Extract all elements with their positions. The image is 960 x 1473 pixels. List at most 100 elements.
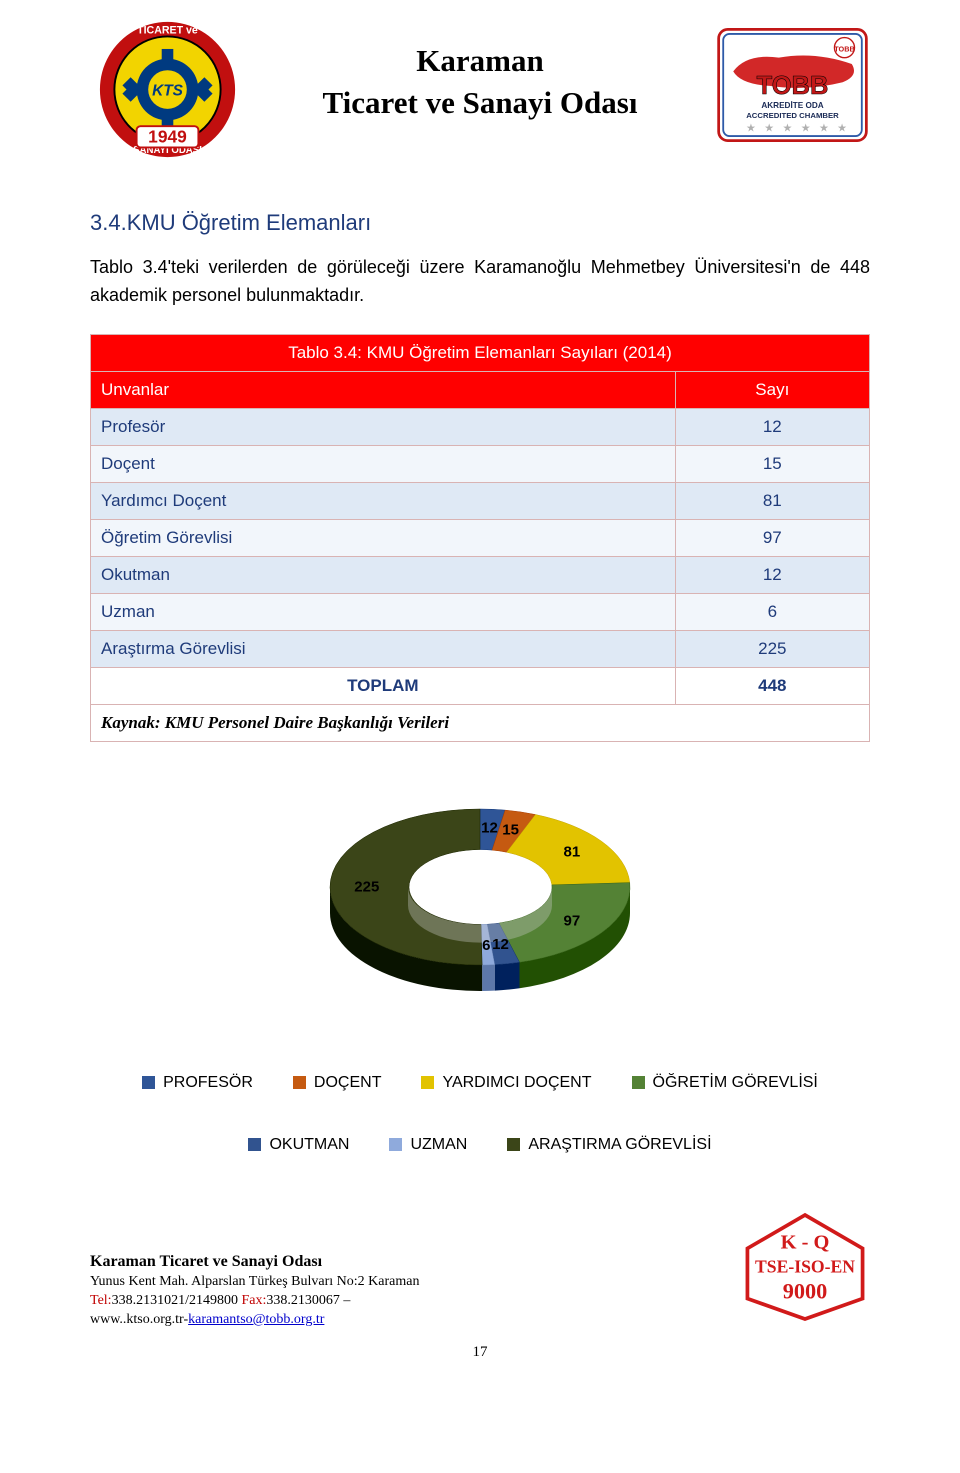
footer-address-block: Karaman Ticaret ve Sanayi Odası Yunus Ke…	[90, 1251, 419, 1329]
legend-swatch	[389, 1138, 402, 1151]
staff-table: Tablo 3.4: KMU Öğretim Elemanları Sayıla…	[90, 334, 870, 742]
chart-value-label: 12	[481, 819, 498, 836]
svg-text:TİCARET ve: TİCARET ve	[137, 24, 198, 37]
row-label: Uzman	[91, 593, 676, 630]
footer-phone-line: Tel:338.2131021/2149800 Fax:338.2130067 …	[90, 1292, 419, 1311]
legend-label: OKUTMAN	[269, 1129, 349, 1161]
total-value: 448	[675, 667, 869, 704]
legend-item: PROFESÖR	[142, 1067, 253, 1099]
document-title: Karaman Ticaret ve Sanayi Odası	[245, 20, 715, 124]
col-header-count: Sayı	[675, 371, 869, 408]
table-total-row: TOPLAM 448	[91, 667, 870, 704]
chart-legend: PROFESÖR DOÇENT YARDIMCI DOÇENT ÖĞRETİM GÖR…	[90, 1067, 870, 1161]
chart-value-label: 12	[492, 936, 509, 953]
legend-label: YARDIMCI DOÇENT	[442, 1067, 591, 1099]
legend-label: DOÇENT	[314, 1067, 382, 1099]
row-label: Profesör	[91, 408, 676, 445]
svg-text:KTS: KTS	[152, 82, 184, 99]
svg-text:9000: 9000	[783, 1278, 828, 1303]
table-row: Doçent15	[91, 445, 870, 482]
svg-text:AKREDİTE ODA: AKREDİTE ODA	[761, 100, 823, 110]
legend-item: YARDIMCI DOÇENT	[421, 1067, 591, 1099]
ktso-logo: KTS TİCARET ve SANAYİ ODASI 1949	[90, 20, 245, 160]
row-value: 225	[675, 630, 869, 667]
legend-item: OKUTMAN	[248, 1129, 349, 1161]
row-value: 12	[675, 408, 869, 445]
footer-address: Yunus Kent Mah. Alparslan Türkeş Bulvarı…	[90, 1273, 419, 1292]
row-label: Öğretim Görevlisi	[91, 519, 676, 556]
legend-swatch	[142, 1076, 155, 1089]
table-source: Kaynak: KMU Personel Daire Başkanlığı Ve…	[91, 704, 870, 741]
total-label: TOPLAM	[91, 667, 676, 704]
table-caption: Tablo 3.4: KMU Öğretim Elemanları Sayıla…	[91, 334, 870, 371]
legend-swatch	[293, 1076, 306, 1089]
donut-chart: 12158197126225	[90, 772, 870, 1037]
fax-label: Fax:	[241, 1293, 266, 1308]
table-row: Okutman12	[91, 556, 870, 593]
row-value: 15	[675, 445, 869, 482]
row-label: Araştırma Görevlisi	[91, 630, 676, 667]
tse-stamp: K - Q TSE-ISO-EN 9000	[740, 1211, 870, 1330]
chart-value-label: 225	[354, 878, 379, 895]
table-row: Araştırma Görevlisi225	[91, 630, 870, 667]
tel-label: Tel:	[90, 1293, 112, 1308]
title-line1: Karaman	[245, 40, 715, 82]
svg-text:1949: 1949	[148, 127, 187, 147]
chart-value-label: 81	[564, 843, 581, 860]
footer-org: Karaman Ticaret ve Sanayi Odası	[90, 1251, 419, 1273]
table-header-row: Unvanlar Sayı	[91, 371, 870, 408]
row-label: Yardımcı Doçent	[91, 482, 676, 519]
table-row: Profesör12	[91, 408, 870, 445]
row-label: Okutman	[91, 556, 676, 593]
legend-label: ARAŞTIRMA GÖREVLİSİ	[528, 1129, 711, 1161]
legend-label: UZMAN	[410, 1129, 467, 1161]
row-value: 97	[675, 519, 869, 556]
chart-value-label: 6	[482, 937, 490, 954]
legend-swatch	[421, 1076, 434, 1089]
section-paragraph: Tablo 3.4'teki verilerden de görüleceği …	[90, 254, 870, 310]
page-number: 17	[90, 1344, 870, 1361]
legend-item: ARAŞTIRMA GÖREVLİSİ	[507, 1129, 711, 1161]
svg-text:TOBB: TOBB	[757, 72, 829, 100]
legend-swatch	[248, 1138, 261, 1151]
section-heading: 3.4.KMU Öğretim Elemanları	[90, 210, 870, 236]
row-label: Doçent	[91, 445, 676, 482]
svg-text:★: ★	[764, 123, 774, 135]
svg-text:K - Q: K - Q	[781, 1231, 830, 1253]
tobb-logo: TOBB TOBB AKREDİTE ODA ACCREDITED CHAMBE…	[715, 20, 870, 160]
page-footer: Karaman Ticaret ve Sanayi Odası Yunus Ke…	[90, 1211, 870, 1330]
svg-text:TOBB: TOBB	[834, 44, 855, 53]
page-header: KTS TİCARET ve SANAYİ ODASI 1949 Karaman…	[90, 20, 870, 160]
title-line2: Ticaret ve Sanayi Odası	[245, 82, 715, 124]
tel-value: 338.2131021/2149800	[112, 1293, 238, 1308]
footer-web-line: www..ktso.org.tr-karamantso@tobb.org.tr	[90, 1311, 419, 1330]
table-row: Öğretim Görevlisi97	[91, 519, 870, 556]
row-value: 6	[675, 593, 869, 630]
svg-text:★: ★	[801, 123, 811, 135]
svg-text:★: ★	[746, 123, 756, 135]
chart-value-label: 97	[564, 912, 581, 929]
legend-item: DOÇENT	[293, 1067, 382, 1099]
svg-text:★: ★	[782, 123, 792, 135]
row-value: 81	[675, 482, 869, 519]
table-row: Yardımcı Doçent81	[91, 482, 870, 519]
svg-text:ACCREDITED CHAMBER: ACCREDITED CHAMBER	[746, 111, 839, 120]
legend-label: PROFESÖR	[163, 1067, 253, 1099]
legend-swatch	[632, 1076, 645, 1089]
legend-label: ÖĞRETİM GÖREVLİSİ	[653, 1067, 818, 1099]
table-source-row: Kaynak: KMU Personel Daire Başkanlığı Ve…	[91, 704, 870, 741]
col-header-title: Unvanlar	[91, 371, 676, 408]
fax-value: 338.2130067 –	[266, 1293, 350, 1308]
svg-text:★: ★	[837, 123, 847, 135]
chart-value-label: 15	[502, 821, 519, 838]
table-row: Uzman6	[91, 593, 870, 630]
row-value: 12	[675, 556, 869, 593]
svg-text:★: ★	[819, 123, 829, 135]
legend-swatch	[507, 1138, 520, 1151]
footer-email-link[interactable]: karamantso@tobb.org.tr	[188, 1312, 324, 1327]
svg-text:TSE-ISO-EN: TSE-ISO-EN	[755, 1256, 855, 1276]
footer-web: www..ktso.org.tr-	[90, 1312, 188, 1327]
legend-item: UZMAN	[389, 1129, 467, 1161]
table-caption-row: Tablo 3.4: KMU Öğretim Elemanları Sayıla…	[91, 334, 870, 371]
legend-item: ÖĞRETİM GÖREVLİSİ	[632, 1067, 818, 1099]
